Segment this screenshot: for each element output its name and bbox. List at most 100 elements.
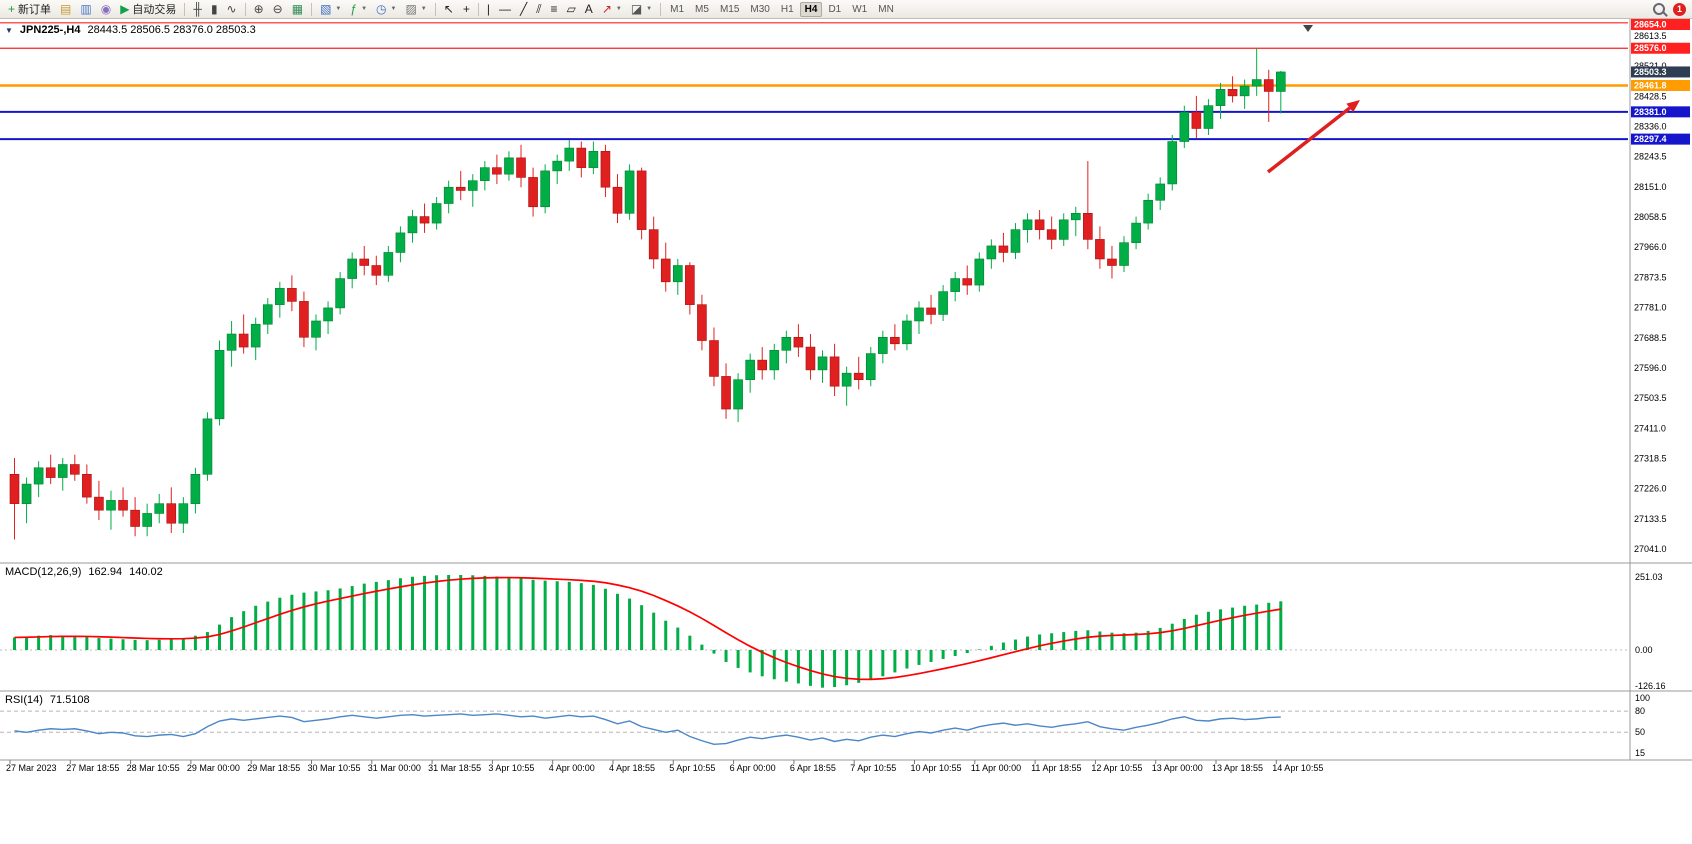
notification-badge[interactable]: 1 [1673, 2, 1686, 16]
svg-text:30 Mar 10:55: 30 Mar 10:55 [308, 763, 361, 773]
chart-shift-marker[interactable] [1303, 25, 1313, 32]
candle-body [926, 307, 936, 315]
svg-text:50: 50 [1635, 727, 1645, 737]
arrow-tools-icon: ↗ [601, 2, 612, 16]
new-order-button: + [8, 2, 16, 16]
timeframe-button-m30[interactable]: M30 [750, 3, 770, 15]
svg-text:27596.0: 27596.0 [1634, 363, 1667, 373]
candle-body [1070, 213, 1081, 221]
zoom-out-icon[interactable]: ⊖ [269, 2, 287, 16]
candle-body [1215, 89, 1226, 106]
candle-body [70, 464, 80, 475]
candle-body [950, 278, 960, 292]
navigator-icon[interactable]: ◉ [97, 2, 115, 16]
pane-separators[interactable] [0, 19, 1692, 761]
horizontal-line-objects[interactable] [0, 22, 1628, 141]
candle-body [1143, 199, 1153, 224]
candle-body [962, 278, 973, 286]
dropdown-caret-icon: ▼ [390, 6, 397, 12]
timeframe-button-mn[interactable]: MN [878, 3, 894, 15]
candle-body [395, 232, 406, 253]
candle-body [154, 503, 165, 514]
channel-icon[interactable]: ⫽ [532, 2, 545, 16]
objects-icon[interactable]: ◪ ▼ [627, 2, 656, 16]
periods-icon[interactable]: ◷ ▼ [372, 2, 400, 16]
candle-body [648, 229, 659, 260]
candle-body [998, 245, 1009, 253]
text-label-icon[interactable]: A [581, 2, 597, 16]
candle-body [853, 372, 864, 380]
macd-indicator-label: MACD(12,26,9) 162.94 140.02 [5, 566, 163, 578]
periods-icon: ◷ [376, 2, 387, 16]
svg-text:29 Mar 18:55: 29 Mar 18:55 [247, 763, 300, 773]
svg-text:27503.5: 27503.5 [1634, 393, 1667, 403]
price-axis[interactable]: 28613.5 28521.0 28428.5 28336.0 28243.5 28151… [1631, 19, 1690, 554]
candlestick-chart-icon[interactable]: ▮ [207, 2, 222, 16]
toolbar-right: 1 [1653, 0, 1686, 18]
candle-body [938, 291, 948, 315]
bar-chart-icon[interactable]: ╫ [189, 2, 206, 16]
toolbar-separator [311, 2, 313, 16]
chart-canvas[interactable]: 251.03 0.00 -126.16 100 80 50 15 28613.5 28521.0… [0, 19, 1692, 844]
crosshair-icon[interactable]: + [459, 2, 474, 16]
candle-body [829, 356, 840, 387]
toolbar-separator [434, 2, 436, 16]
candle-body [757, 359, 768, 371]
autotrading-button[interactable]: ▶ 自动交易 [116, 0, 180, 18]
symbol-period-label: JPN225-,H4 [19, 24, 81, 36]
candle-body [528, 177, 538, 208]
candle-body [564, 147, 575, 162]
time-axis[interactable]: 27 Mar 2023 27 Mar 18:55 28 Mar 10:55 29 Ma… [6, 760, 1323, 773]
profiles-icon[interactable]: ▤ [56, 2, 75, 16]
dropdown-caret-icon: ▼ [646, 6, 653, 12]
tile-windows-icon[interactable]: ▦ [288, 2, 307, 16]
svg-text:28576.0: 28576.0 [1634, 43, 1667, 53]
timeframe-button-m15[interactable]: M15 [719, 3, 740, 15]
trend-arrow-annotation[interactable] [1266, 100, 1360, 174]
svg-text:7 Apr 10:55: 7 Apr 10:55 [850, 763, 896, 773]
candle-body [733, 379, 743, 410]
candle-body [1263, 79, 1274, 92]
vertical-line-icon[interactable]: | [483, 2, 494, 16]
candle-body [347, 258, 357, 279]
market-watch-icon[interactable]: ▥ [76, 2, 95, 16]
trendline-icon[interactable]: ╱ [516, 2, 531, 16]
horizontal-line-icon[interactable]: ― [495, 2, 515, 16]
candle-body [1155, 183, 1165, 201]
candle-body [359, 258, 370, 266]
candle-body [1022, 219, 1033, 230]
svg-text:31 Mar 00:00: 31 Mar 00:00 [368, 763, 421, 773]
profiles-icon: ▤ [60, 2, 72, 16]
indicators-icon: ƒ [350, 2, 358, 16]
cursor-icon[interactable]: ↖ [440, 2, 458, 16]
candle-body [371, 265, 382, 276]
line-chart-icon[interactable]: ∿ [223, 2, 241, 16]
svg-text:100: 100 [1635, 693, 1650, 703]
collapse-chart-icon[interactable]: ▼ [5, 25, 13, 35]
shapes-icon[interactable]: ▱ [563, 2, 580, 16]
dropdown-caret-icon: ▼ [361, 6, 368, 12]
search-icon[interactable] [1653, 3, 1665, 15]
fibonacci-icon[interactable]: ≡ [547, 2, 562, 16]
timeframe-button-d1[interactable]: D1 [828, 3, 842, 15]
price-label-box [1631, 19, 1690, 30]
new-order-button[interactable]: + 新订单 [4, 0, 55, 18]
timeframe-button-h4[interactable]: H4 [799, 1, 823, 17]
price-label-box [1631, 133, 1690, 145]
zoom-in-icon[interactable]: ⊕ [250, 2, 268, 16]
timeframe-button-m5[interactable]: M5 [695, 3, 709, 15]
timeframe-button-w1[interactable]: W1 [852, 3, 868, 15]
price-label-box [1631, 79, 1690, 91]
candle-body [600, 151, 611, 188]
candle-body [660, 258, 671, 283]
candle-body [250, 323, 261, 348]
vertical-line-icon: | [486, 2, 490, 16]
timeframe-button-m1[interactable]: M1 [670, 3, 685, 15]
arrow-tools-icon[interactable]: ↗ ▼ [598, 2, 626, 16]
indicators-icon[interactable]: ƒ ▼ [346, 2, 371, 16]
candle-body [817, 356, 828, 371]
svg-text:27688.5: 27688.5 [1634, 333, 1667, 343]
new-chart-icon[interactable]: ▧ ▼ [316, 2, 345, 16]
timeframe-button-h1[interactable]: H1 [780, 3, 794, 15]
templates-icon[interactable]: ▨ ▼ [401, 2, 430, 16]
